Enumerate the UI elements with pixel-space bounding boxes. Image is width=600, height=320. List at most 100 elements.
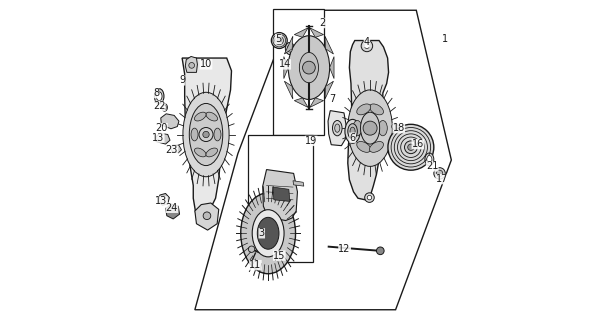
Circle shape: [404, 141, 417, 154]
Circle shape: [248, 246, 255, 252]
Text: 6: 6: [350, 133, 356, 143]
Text: 18: 18: [392, 123, 405, 133]
Polygon shape: [329, 57, 334, 79]
Polygon shape: [166, 204, 179, 219]
Polygon shape: [310, 98, 323, 108]
Polygon shape: [310, 28, 323, 37]
Ellipse shape: [288, 36, 329, 100]
Polygon shape: [284, 57, 288, 79]
Polygon shape: [170, 145, 181, 153]
Circle shape: [271, 33, 287, 49]
Polygon shape: [182, 58, 232, 224]
Polygon shape: [293, 181, 304, 186]
Polygon shape: [294, 28, 308, 37]
Ellipse shape: [357, 104, 371, 115]
Text: 19: 19: [305, 136, 317, 146]
Polygon shape: [185, 56, 197, 72]
Polygon shape: [195, 10, 451, 310]
Text: 2: 2: [319, 18, 325, 28]
Circle shape: [278, 39, 281, 42]
Text: 4: 4: [364, 37, 370, 47]
Polygon shape: [328, 111, 346, 146]
Ellipse shape: [345, 119, 360, 143]
Polygon shape: [284, 81, 293, 99]
Text: 3: 3: [259, 228, 265, 238]
Polygon shape: [273, 9, 324, 134]
Polygon shape: [294, 98, 308, 108]
Text: 17: 17: [436, 174, 448, 184]
Text: 11: 11: [249, 260, 262, 270]
Text: 10: 10: [200, 60, 212, 69]
Text: 5: 5: [275, 34, 281, 44]
Text: 13: 13: [155, 196, 167, 206]
Ellipse shape: [162, 104, 167, 111]
Ellipse shape: [191, 128, 198, 141]
Polygon shape: [248, 134, 313, 262]
Ellipse shape: [361, 112, 380, 144]
Ellipse shape: [350, 127, 355, 135]
Text: 12: 12: [338, 244, 351, 254]
Text: 7: 7: [329, 94, 335, 104]
Polygon shape: [158, 194, 169, 205]
Text: 8: 8: [153, 88, 159, 98]
Ellipse shape: [194, 148, 206, 157]
Ellipse shape: [299, 52, 319, 83]
Text: 22: 22: [153, 101, 166, 111]
Circle shape: [407, 144, 414, 150]
Text: 20: 20: [155, 123, 167, 133]
Polygon shape: [263, 170, 298, 220]
Ellipse shape: [357, 141, 371, 152]
Polygon shape: [284, 36, 293, 54]
Ellipse shape: [163, 105, 166, 110]
Ellipse shape: [353, 121, 362, 136]
Circle shape: [364, 44, 370, 49]
Polygon shape: [161, 114, 179, 129]
Circle shape: [302, 61, 315, 74]
Circle shape: [392, 123, 398, 130]
Ellipse shape: [183, 92, 229, 177]
Ellipse shape: [370, 104, 383, 115]
Text: 15: 15: [273, 251, 286, 260]
Circle shape: [199, 127, 213, 141]
Text: 13: 13: [152, 133, 164, 143]
Circle shape: [203, 131, 209, 138]
Ellipse shape: [379, 121, 387, 136]
Circle shape: [203, 212, 211, 220]
Ellipse shape: [332, 121, 342, 136]
Circle shape: [434, 168, 445, 179]
Circle shape: [436, 170, 443, 177]
Text: 24: 24: [166, 203, 178, 213]
Ellipse shape: [206, 112, 218, 121]
Ellipse shape: [194, 112, 206, 121]
Ellipse shape: [252, 210, 284, 257]
Ellipse shape: [425, 153, 434, 166]
Ellipse shape: [287, 45, 292, 52]
Ellipse shape: [206, 148, 218, 157]
Ellipse shape: [257, 217, 279, 249]
Polygon shape: [195, 203, 219, 230]
Circle shape: [367, 196, 371, 200]
Ellipse shape: [189, 103, 223, 165]
Polygon shape: [325, 36, 334, 54]
Ellipse shape: [286, 43, 294, 54]
Ellipse shape: [157, 92, 162, 101]
Circle shape: [376, 247, 384, 255]
Text: 16: 16: [412, 139, 424, 149]
Ellipse shape: [348, 90, 392, 166]
Circle shape: [189, 62, 194, 68]
Polygon shape: [273, 187, 290, 201]
Ellipse shape: [241, 193, 296, 274]
Circle shape: [361, 40, 373, 52]
Polygon shape: [325, 81, 334, 99]
Ellipse shape: [214, 128, 221, 141]
Polygon shape: [348, 41, 389, 200]
Circle shape: [365, 193, 374, 202]
Polygon shape: [156, 133, 170, 144]
Text: 14: 14: [278, 60, 291, 69]
Ellipse shape: [348, 124, 358, 139]
Text: 1: 1: [442, 34, 448, 44]
Ellipse shape: [154, 89, 164, 104]
Text: 21: 21: [426, 161, 439, 172]
Circle shape: [388, 124, 434, 170]
Ellipse shape: [370, 141, 383, 152]
